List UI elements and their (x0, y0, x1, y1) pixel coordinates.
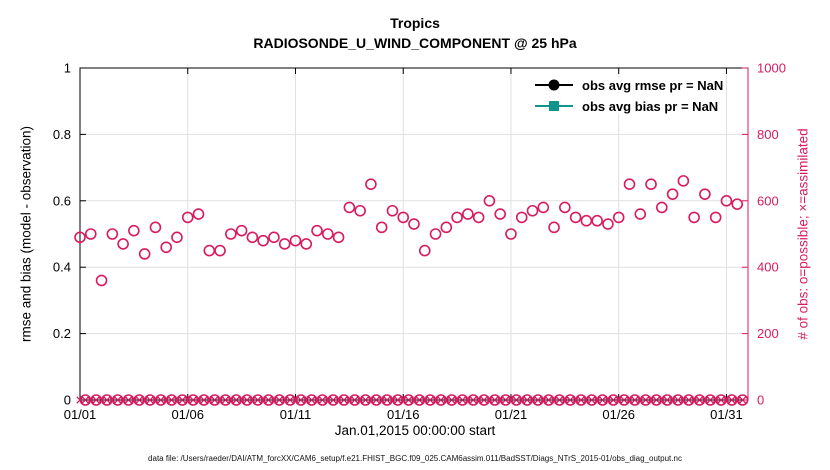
legend-rmse-marker (548, 79, 560, 91)
svg-text:600: 600 (757, 193, 779, 208)
svg-text:01/01: 01/01 (64, 407, 97, 422)
legend-label-rmse: obs avg rmse pr = NaN (582, 77, 724, 93)
svg-text:0.6: 0.6 (53, 193, 71, 208)
bias-line-square-icon (535, 101, 573, 111)
rmse-line-circle-icon (535, 79, 573, 91)
svg-text:0: 0 (757, 393, 764, 408)
legend: obs avg rmse pr = NaN obs avg bias pr = … (533, 77, 724, 114)
legend-item-bias: obs avg bias pr = NaN (533, 98, 723, 114)
svg-text:01/31: 01/31 (710, 407, 743, 422)
y-axis-label-right: # of obs: o=possible; ×=assimilated (795, 128, 811, 340)
svg-text:1000: 1000 (757, 61, 786, 76)
tick-labels: 01/01 01/06 01/11 01/16 01/21 01/26 01/31 0 0.2 0… (53, 61, 786, 423)
svg-text:01/11: 01/11 (280, 407, 312, 422)
svg-text:1: 1 (64, 61, 71, 76)
svg-text:800: 800 (757, 127, 779, 142)
y-axis-label-left: rmse and bias (model - observation) (18, 125, 34, 343)
series-layer (74, 175, 749, 406)
svg-text:01/16: 01/16 (387, 407, 420, 422)
svg-text:01/21: 01/21 (495, 407, 528, 422)
x-axis-label: Jan.01,2015 00:00:00 start (334, 423, 496, 438)
svg-text:400: 400 (757, 260, 779, 275)
svg-text:0.4: 0.4 (53, 260, 71, 275)
chart-subtitle: RADIOSONDE_U_WIND_COMPONENT @ 25 hPa (253, 35, 577, 51)
legend-item-rmse: obs avg rmse pr = NaN (533, 77, 723, 93)
svg-text:0: 0 (64, 393, 71, 408)
svg-text:200: 200 (757, 326, 779, 341)
svg-text:01/06: 01/06 (171, 407, 204, 422)
legend-bias-marker (549, 101, 559, 111)
svg-text:01/26: 01/26 (602, 407, 635, 422)
data-file-caption: data file: /Users/raeder/DAI/ATM_forcXX/… (148, 454, 682, 463)
svg-text:0.8: 0.8 (53, 127, 71, 142)
legend-label-bias: obs avg bias pr = NaN (582, 98, 719, 114)
chart-title: Tropics (390, 15, 440, 31)
svg-text:0.2: 0.2 (53, 326, 71, 341)
